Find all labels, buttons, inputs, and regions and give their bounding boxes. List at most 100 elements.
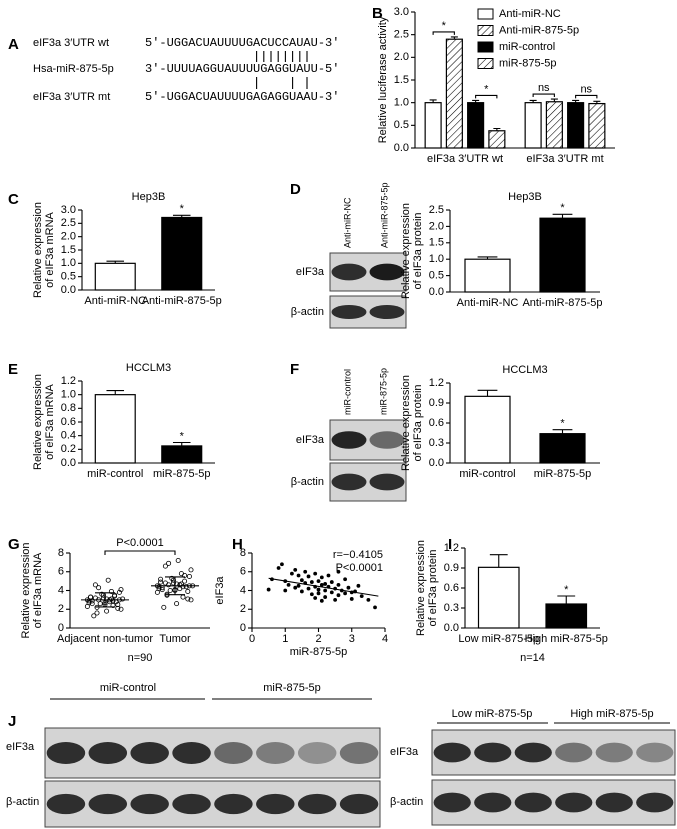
y-tick-label: 0.0 — [61, 284, 76, 296]
significance-bracket — [475, 94, 498, 99]
y-tick-label: 1.2 — [429, 377, 444, 389]
point — [156, 586, 162, 592]
y-tick-label: 1.2 — [61, 375, 76, 387]
error-bar — [450, 36, 458, 40]
y-tick-label: 0.0 — [429, 457, 444, 469]
annotation: P<0.0001 — [336, 562, 383, 574]
bar — [545, 101, 563, 149]
x-tick-label: miR-control — [87, 468, 143, 480]
error-bar — [572, 99, 580, 103]
blot-band — [369, 304, 405, 320]
point — [359, 594, 364, 599]
significance-bracket — [432, 31, 455, 35]
blot-band — [636, 742, 674, 763]
x-tick-label: miR-875-5p — [153, 468, 210, 480]
blot-band — [555, 792, 593, 813]
bar — [477, 566, 520, 629]
significance: * — [564, 584, 569, 596]
error-bar — [429, 99, 437, 103]
y-axis-label: eIF3a — [214, 576, 226, 605]
bar — [545, 603, 588, 629]
blot-band — [369, 473, 405, 491]
y-tick-label: 0.2 — [61, 443, 76, 455]
y-tick-label: 2 — [240, 603, 246, 615]
sequence: 3′-UUUUAGGUAUUUUGAGGUAUU-5′ — [145, 62, 339, 76]
y-tick-label: 6 — [58, 566, 64, 578]
y-tick-label: 0.0 — [429, 286, 444, 298]
blot-band — [88, 742, 128, 764]
point — [185, 596, 191, 602]
significance: P<0.0001 — [116, 537, 163, 549]
point — [333, 597, 338, 602]
error-bar — [550, 98, 558, 102]
error-bar — [593, 100, 601, 104]
point — [309, 580, 314, 584]
point — [323, 582, 328, 586]
panel-label: B — [372, 5, 383, 22]
point — [309, 592, 314, 597]
sequence-label: eIF3a 3′UTR wt — [33, 37, 109, 49]
point — [293, 567, 298, 572]
significance-bracket — [532, 93, 555, 98]
point — [293, 585, 298, 590]
x-tick-label: Tumor — [159, 633, 191, 645]
y-tick-label: 6 — [240, 566, 246, 578]
group-label: High miR-875-5p — [570, 708, 653, 720]
significance: * — [180, 430, 185, 442]
x-tick-label: 0 — [249, 633, 255, 645]
panel-label: C — [8, 191, 19, 208]
lane-label: Anti-miR-NC — [342, 197, 352, 248]
point — [323, 588, 328, 593]
bar — [539, 217, 586, 293]
blot-row-label: β-actin — [291, 306, 324, 318]
blot-band — [339, 742, 379, 764]
chart-title: Hep3B — [508, 191, 542, 203]
point — [336, 593, 341, 598]
bar — [488, 130, 506, 149]
panel-label: E — [8, 361, 18, 378]
point — [96, 585, 102, 591]
x-tick-label: 4 — [382, 633, 388, 645]
lane-label: miR-control — [342, 369, 352, 415]
point — [166, 560, 172, 566]
point — [89, 601, 95, 607]
y-axis-label: of eIF3a protein — [427, 549, 439, 626]
chart-title: HCCLM3 — [126, 362, 171, 374]
y-tick-label: 0.5 — [429, 270, 444, 282]
bar — [539, 433, 586, 464]
significance: ns — [538, 82, 550, 94]
point — [329, 590, 334, 595]
y-tick-label: 2.0 — [61, 231, 76, 243]
legend-label: miR-875-5p — [499, 57, 556, 69]
blot-band — [256, 742, 295, 764]
x-tick-label: 1 — [282, 633, 288, 645]
point — [115, 602, 121, 608]
point — [366, 597, 371, 602]
x-tick-label: 3 — [349, 633, 355, 645]
point — [319, 575, 324, 580]
significance: * — [484, 83, 489, 95]
lane-label: miR-875-5p — [378, 368, 388, 415]
blot-band — [595, 792, 633, 813]
point — [283, 588, 288, 593]
blot-band — [433, 742, 471, 763]
bar — [445, 38, 463, 149]
blot-band — [46, 742, 86, 764]
bar — [94, 394, 136, 464]
point — [88, 594, 94, 600]
blot-band — [514, 742, 552, 763]
point — [185, 588, 191, 594]
blot-band — [555, 742, 593, 763]
blot-band — [172, 742, 211, 764]
point — [86, 600, 92, 606]
y-tick-label: 2.5 — [394, 29, 409, 41]
significance: ns — [580, 83, 592, 95]
y-axis-label: Relative expression — [32, 374, 44, 470]
blot-band — [595, 742, 633, 763]
legend-swatch — [477, 41, 494, 53]
point — [175, 558, 181, 564]
point — [316, 579, 321, 584]
significance: * — [442, 20, 447, 32]
y-tick-label: 4 — [58, 584, 64, 596]
